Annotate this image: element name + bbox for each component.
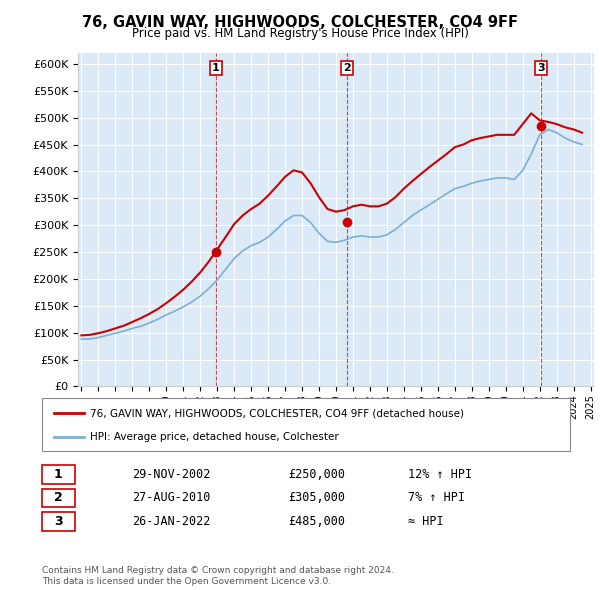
Text: £250,000: £250,000	[288, 468, 345, 481]
Text: 27-AUG-2010: 27-AUG-2010	[132, 491, 211, 504]
Text: 7% ↑ HPI: 7% ↑ HPI	[408, 491, 465, 504]
Text: 2: 2	[54, 491, 62, 504]
Text: Contains HM Land Registry data © Crown copyright and database right 2024.
This d: Contains HM Land Registry data © Crown c…	[42, 566, 394, 586]
Text: 26-JAN-2022: 26-JAN-2022	[132, 515, 211, 528]
Text: £485,000: £485,000	[288, 515, 345, 528]
Text: 2: 2	[343, 63, 351, 73]
Text: Price paid vs. HM Land Registry's House Price Index (HPI): Price paid vs. HM Land Registry's House …	[131, 27, 469, 40]
Text: ≈ HPI: ≈ HPI	[408, 515, 443, 528]
Text: 3: 3	[54, 515, 62, 528]
Text: 3: 3	[537, 63, 545, 73]
Text: £305,000: £305,000	[288, 491, 345, 504]
Text: 12% ↑ HPI: 12% ↑ HPI	[408, 468, 472, 481]
Text: 1: 1	[54, 468, 62, 481]
Text: 76, GAVIN WAY, HIGHWOODS, COLCHESTER, CO4 9FF: 76, GAVIN WAY, HIGHWOODS, COLCHESTER, CO…	[82, 15, 518, 30]
Text: 1: 1	[212, 63, 220, 73]
Text: 76, GAVIN WAY, HIGHWOODS, COLCHESTER, CO4 9FF (detached house): 76, GAVIN WAY, HIGHWOODS, COLCHESTER, CO…	[90, 408, 464, 418]
Text: 29-NOV-2002: 29-NOV-2002	[132, 468, 211, 481]
Text: HPI: Average price, detached house, Colchester: HPI: Average price, detached house, Colc…	[90, 432, 339, 441]
